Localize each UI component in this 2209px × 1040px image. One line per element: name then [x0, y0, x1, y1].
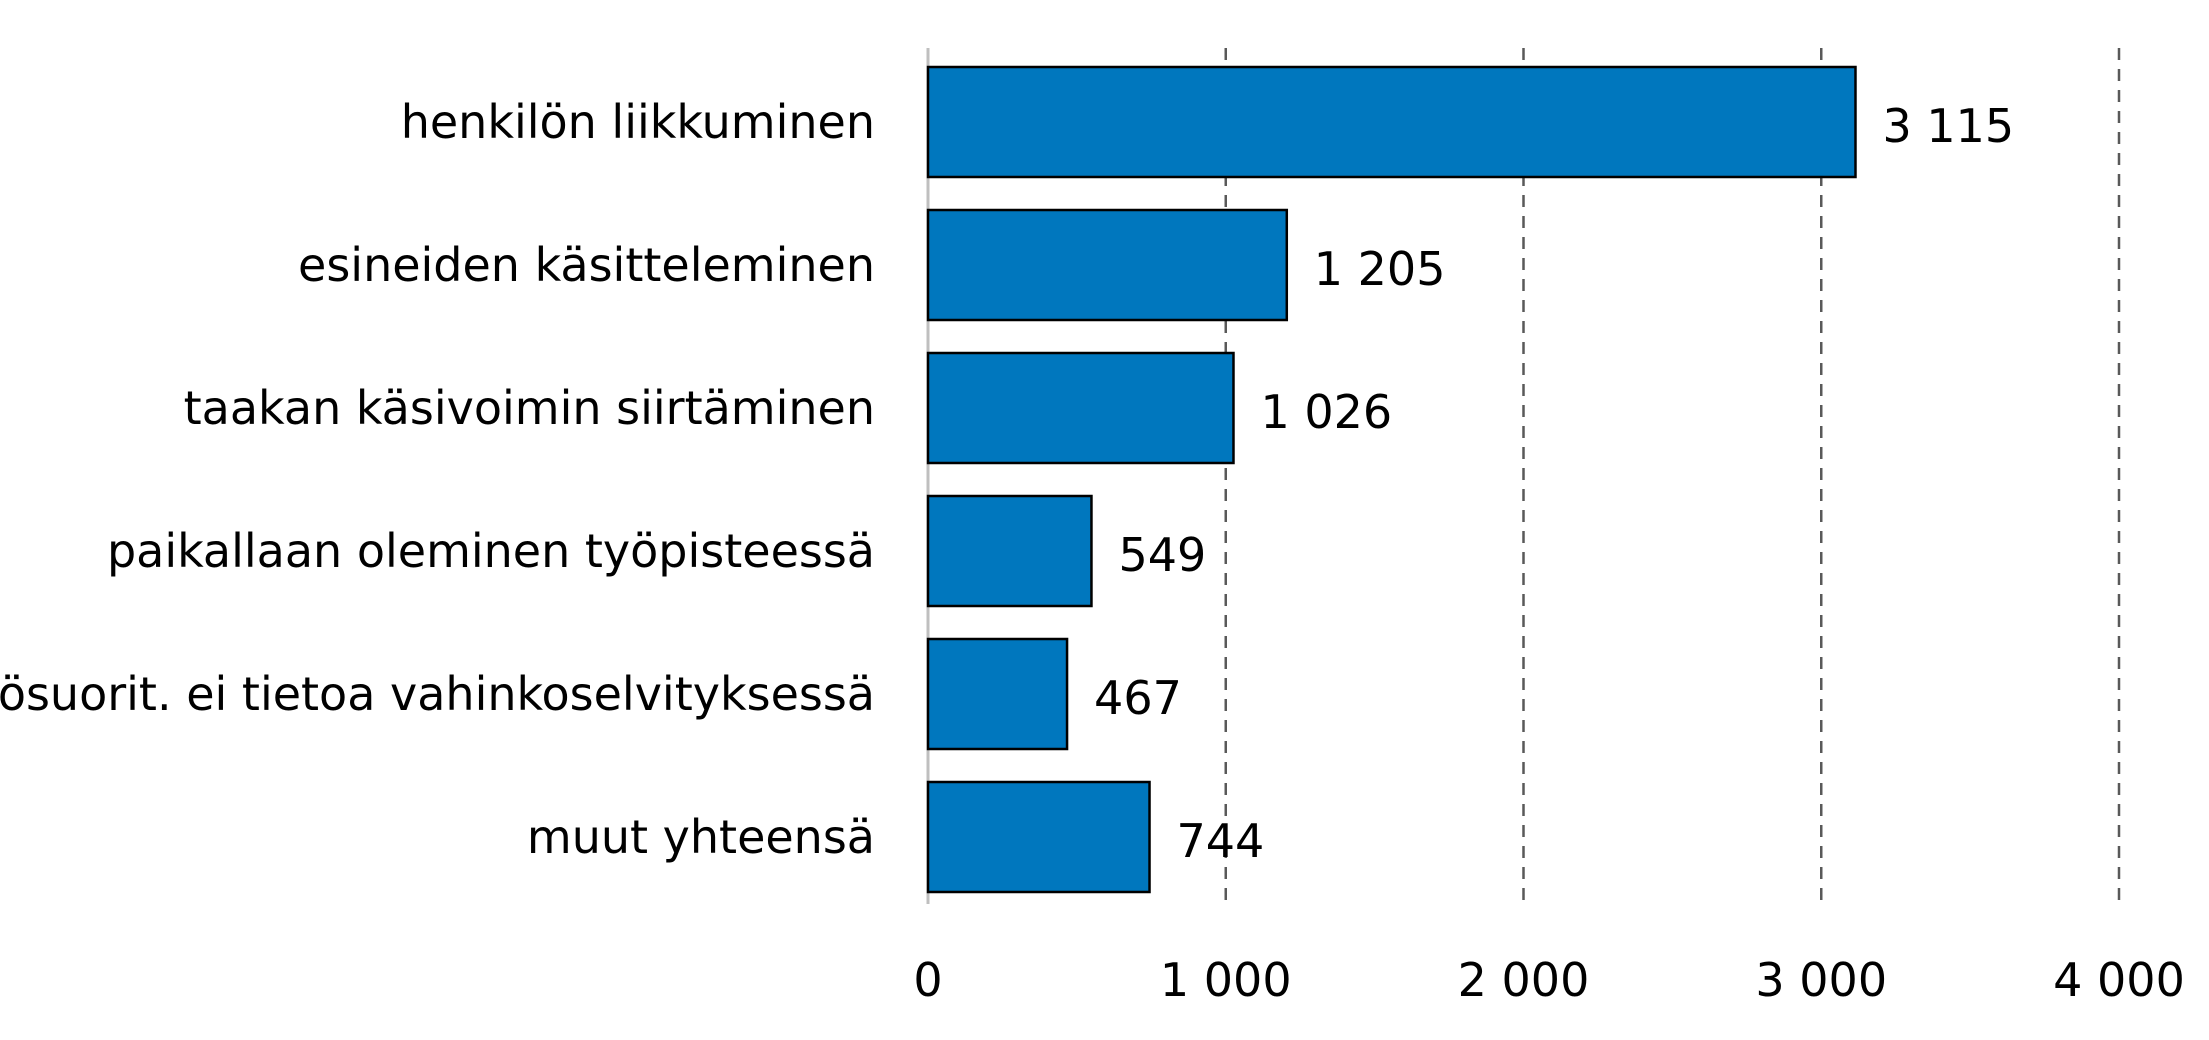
bars	[926, 65, 1857, 894]
value-label-5: 744	[1177, 814, 1265, 868]
tick-label-2: 2 000	[1458, 953, 1590, 1007]
bar-4	[926, 637, 1069, 751]
tick-label-0: 0	[913, 953, 942, 1007]
bar-2	[926, 351, 1235, 465]
value-label-3: 549	[1118, 528, 1206, 582]
tick-label-3: 3 000	[1755, 953, 1887, 1007]
tick-label-1: 1 000	[1160, 953, 1292, 1007]
category-label-5: muut yhteensä	[527, 810, 875, 864]
value-label-2: 1 026	[1260, 385, 1392, 439]
bar-1	[926, 208, 1289, 322]
category-label-3: paikallaan oleminen työpisteessä	[107, 524, 875, 578]
bar-3	[926, 494, 1093, 608]
category-label-2: taakan käsivoimin siirtäminen	[184, 381, 875, 435]
value-label-0: 3 115	[1882, 99, 2014, 153]
tick-label-4: 4 000	[2053, 953, 2185, 1007]
value-label-4: 467	[1094, 671, 1182, 725]
value-labels: 3 115 1 205 1 026 549 467 744	[1094, 99, 2014, 868]
x-axis-tick-labels: 0 1 000 2 000 3 000 4 000	[913, 953, 2184, 1007]
bar-5	[926, 780, 1151, 894]
category-labels: henkilön liikkuminen esineiden käsittelem…	[0, 95, 875, 864]
bar-0	[926, 65, 1857, 179]
category-label-0: henkilön liikkuminen	[401, 95, 875, 149]
gridlines	[1224, 48, 2121, 904]
value-label-1: 1 205	[1314, 242, 1446, 296]
category-label-4: työsuorit. ei tietoa vahinkoselvityksess…	[0, 667, 875, 721]
category-label-1: esineiden käsitteleminen	[298, 238, 875, 292]
